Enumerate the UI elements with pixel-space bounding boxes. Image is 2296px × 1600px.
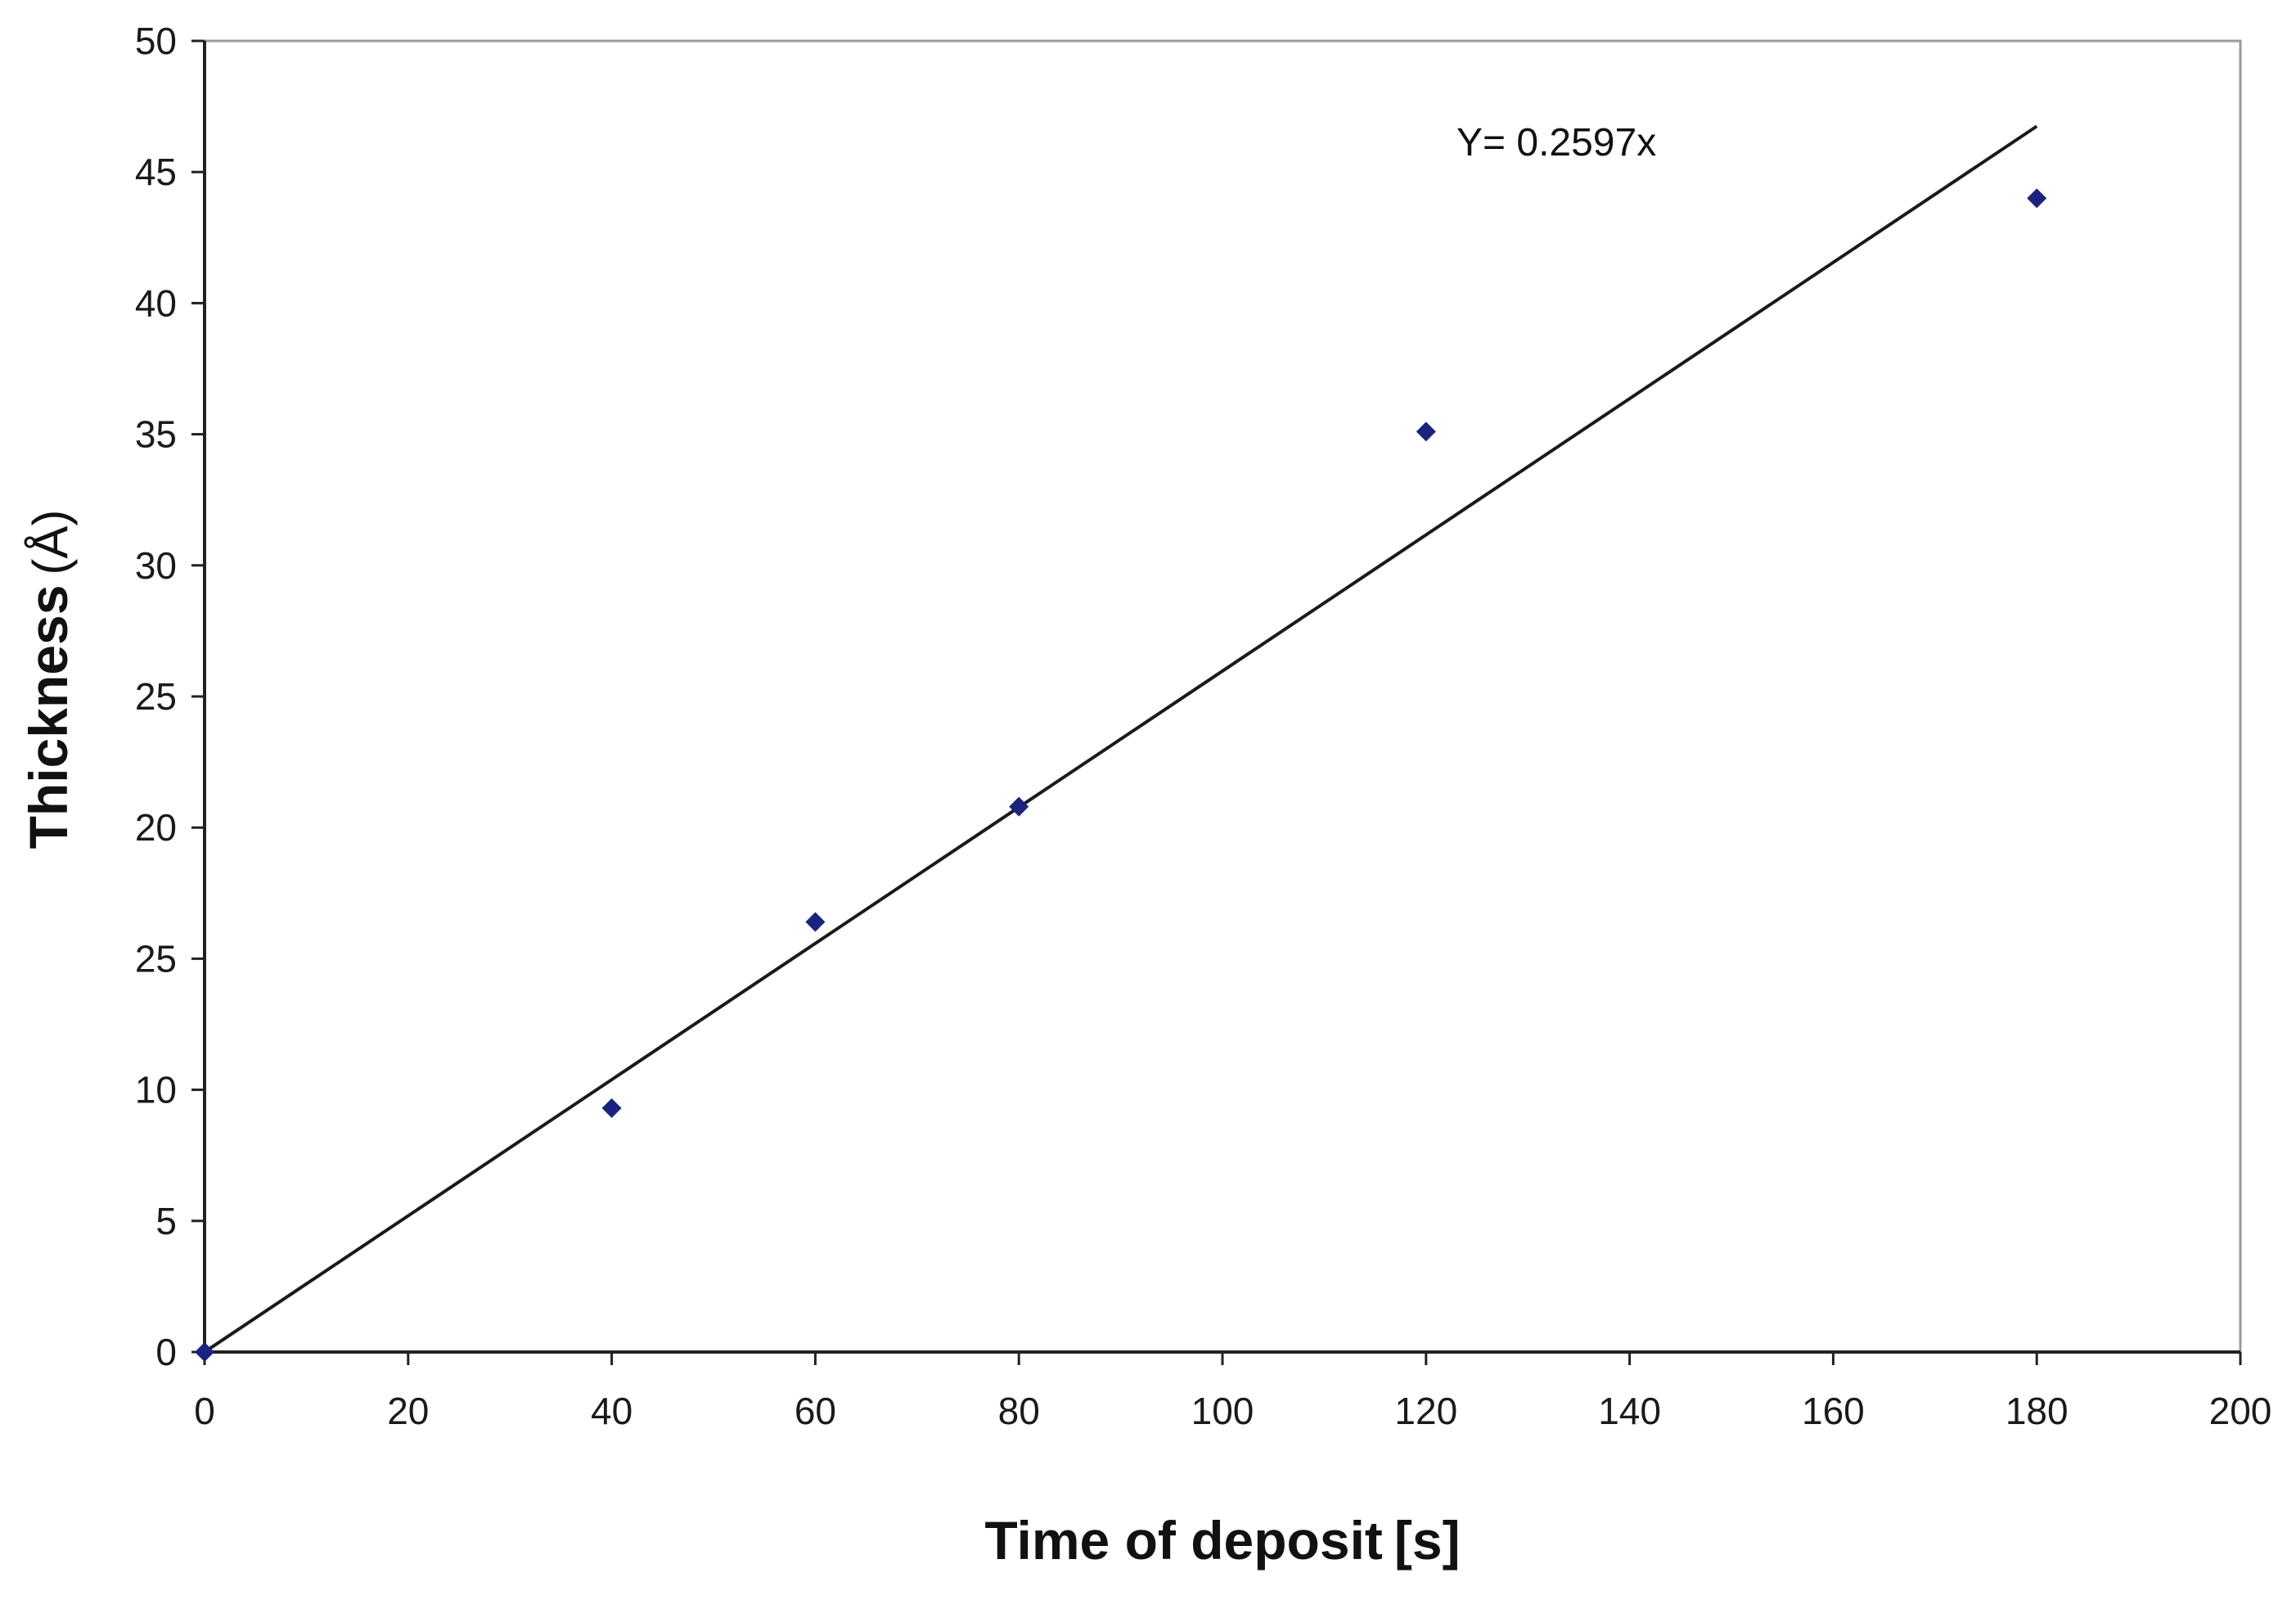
x-axis-title: Time of deposit [s] bbox=[984, 1510, 1460, 1571]
data-point bbox=[1416, 421, 1436, 442]
y-axis-unit: (Å) bbox=[23, 510, 78, 575]
y-tick-label: 50 bbox=[135, 20, 177, 62]
y-axis-title-text: Thickness bbox=[18, 585, 79, 850]
data-point bbox=[805, 912, 826, 932]
y-tick-label: 10 bbox=[135, 1069, 177, 1111]
y-tick-label: 40 bbox=[135, 282, 177, 324]
plot-area-frame bbox=[203, 39, 2242, 1354]
trendline bbox=[203, 124, 2038, 1354]
x-axis-ticks: 0 20 40 60 80 100 120 140 160 180 200 bbox=[194, 1352, 2271, 1432]
data-points bbox=[195, 188, 2047, 1362]
y-tick-label: 25 bbox=[135, 675, 177, 718]
x-tick-label: 160 bbox=[1802, 1390, 1865, 1432]
x-tick-label: 40 bbox=[591, 1390, 633, 1432]
x-axis-title-text: Time of deposit bbox=[984, 1510, 1383, 1571]
x-axis-unit: [s] bbox=[1394, 1510, 1461, 1571]
x-tick-label: 0 bbox=[194, 1390, 215, 1432]
x-tick-label: 100 bbox=[1191, 1390, 1254, 1432]
y-axis-title: Thickness (Å) bbox=[18, 510, 79, 850]
data-point bbox=[1009, 796, 1029, 817]
x-tick-label: 140 bbox=[1598, 1390, 1661, 1432]
x-tick-label: 180 bbox=[2006, 1390, 2069, 1432]
y-axis-ticks: 0 5 10 25 20 25 30 35 40 45 50 bbox=[135, 20, 205, 1373]
x-tick-label: 80 bbox=[998, 1390, 1040, 1432]
x-tick-label: 120 bbox=[1394, 1390, 1457, 1432]
y-tick-label: 0 bbox=[155, 1331, 177, 1373]
y-tick-label: 35 bbox=[135, 413, 177, 456]
y-tick-label: 25 bbox=[135, 937, 177, 980]
x-tick-label: 20 bbox=[387, 1390, 429, 1432]
data-point bbox=[195, 1342, 214, 1362]
data-point bbox=[601, 1098, 622, 1119]
x-tick-label: 200 bbox=[2209, 1390, 2272, 1432]
trendline-equation-label: Y= 0.2597x bbox=[1456, 121, 1656, 165]
y-tick-label: 5 bbox=[155, 1200, 177, 1242]
y-tick-label: 30 bbox=[135, 544, 177, 587]
x-tick-label: 60 bbox=[795, 1390, 836, 1432]
data-point bbox=[2027, 188, 2047, 209]
y-tick-label: 45 bbox=[135, 151, 177, 193]
y-tick-label: 20 bbox=[135, 806, 177, 849]
